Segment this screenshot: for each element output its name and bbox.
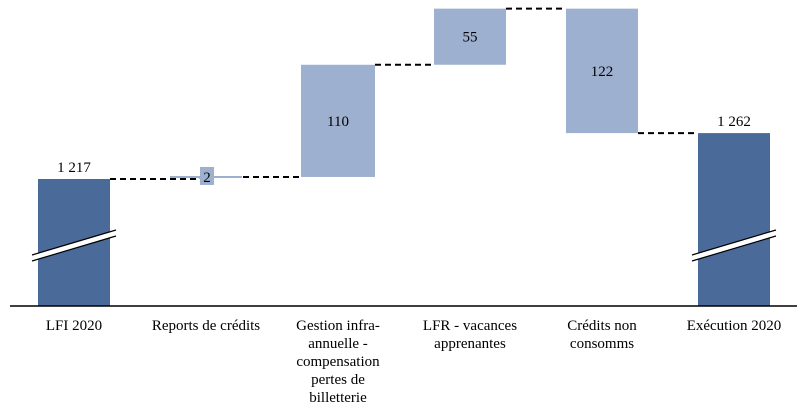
delta-bar (434, 8, 506, 65)
data-label: 1 262 (717, 114, 751, 130)
delta-bar-marker (200, 166, 214, 185)
x-tick-label-line: billetterie (309, 390, 367, 406)
x-tick-label-line: Crédits non (567, 318, 637, 334)
x-tick-label: Gestion infra-annuelle - compensation pert… (296, 318, 380, 406)
x-tick-label-line: apprenantes (434, 336, 506, 352)
axis-break-mark (691, 229, 777, 256)
data-label: 2 (203, 170, 211, 186)
axis-break-gap (31, 230, 117, 261)
axis-break-gap (691, 230, 777, 261)
data-label: 1 217 (57, 160, 91, 176)
x-tick-label: LFR - vacances apprenantes (423, 318, 517, 352)
x-tick-label-line: Gestion infra- (296, 318, 380, 334)
axis-break-mark (31, 235, 117, 262)
x-tick-label: LFI 2020 (46, 318, 102, 334)
x-tick-label-line: pertes de (311, 372, 365, 388)
x-tick-label: Exécution 2020 (687, 318, 782, 334)
total-bar (698, 133, 770, 306)
x-tick-label-line: Reports de crédits (152, 318, 260, 334)
data-label: 110 (327, 114, 349, 130)
axis-break-mark (31, 229, 117, 256)
x-tick-label-line: annuelle - (308, 336, 368, 352)
x-tick-label-line: Exécution 2020 (687, 318, 782, 334)
delta-bar (301, 64, 375, 177)
axis-break-mark (691, 235, 777, 262)
x-tick-label-line: consomms (570, 336, 634, 352)
x-tick-label-line: LFI 2020 (46, 318, 102, 334)
x-tick-label-line: LFR - vacances (423, 318, 517, 334)
x-tick-label-line: compensation (296, 354, 380, 370)
delta-bar (566, 8, 638, 134)
x-tick-label: Reports de crédits (152, 318, 260, 334)
data-label: 55 (463, 30, 478, 46)
x-tick-label: Crédits non consomms (567, 318, 637, 352)
data-label: 122 (591, 64, 614, 80)
